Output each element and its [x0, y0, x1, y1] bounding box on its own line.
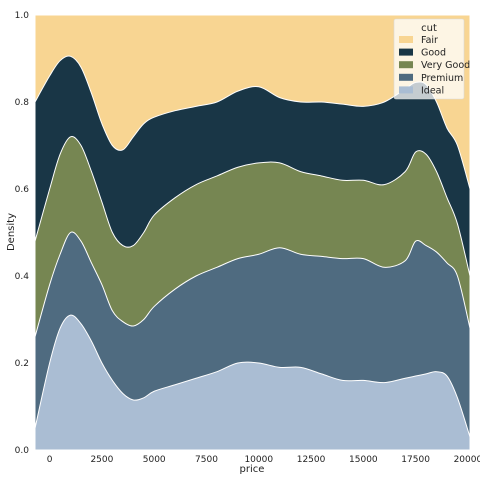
legend-swatch [399, 36, 413, 43]
y-tick-label: 0.4 [15, 272, 30, 282]
x-tick-label: 7500 [195, 455, 218, 465]
legend-swatch [399, 73, 413, 81]
x-tick-label: 20000 [454, 455, 480, 465]
area-layers [34, 14, 471, 451]
legend-swatch [399, 86, 413, 94]
y-tick-label: 0.0 [15, 446, 30, 456]
x-tick-label: 10000 [244, 455, 273, 465]
area-ideal [34, 314, 471, 451]
x-tick-label: 17500 [401, 455, 430, 465]
y-tick-label: 0.2 [15, 359, 29, 369]
x-tick-label: 15000 [349, 455, 378, 465]
x-axis: 0 2500 5000 7500 10000 12500 15000 17500 20000 [47, 455, 480, 465]
legend-label: Good [421, 48, 446, 59]
x-tick-label: 0 [47, 455, 53, 465]
legend-label: Premium [421, 73, 463, 84]
x-tick-label: 2500 [90, 455, 113, 465]
legend-swatch [399, 61, 413, 69]
x-axis-label: price [240, 464, 265, 475]
y-tick-label: 0.8 [15, 98, 30, 108]
y-axis-label: Density [6, 213, 17, 251]
x-tick-label: 5000 [143, 455, 166, 465]
y-axis: 0.0 0.2 0.4 0.6 0.8 1.0 [15, 11, 30, 456]
x-tick-label: 12500 [297, 455, 326, 465]
legend-swatch [399, 48, 413, 56]
y-tick-label: 0.6 [15, 185, 30, 195]
legend-label: Very Good [421, 60, 470, 71]
y-tick-label: 1.0 [15, 11, 30, 21]
legend-title: cut [421, 23, 437, 34]
legend-label: Fair [421, 35, 438, 46]
legend-label: Ideal [421, 85, 444, 96]
